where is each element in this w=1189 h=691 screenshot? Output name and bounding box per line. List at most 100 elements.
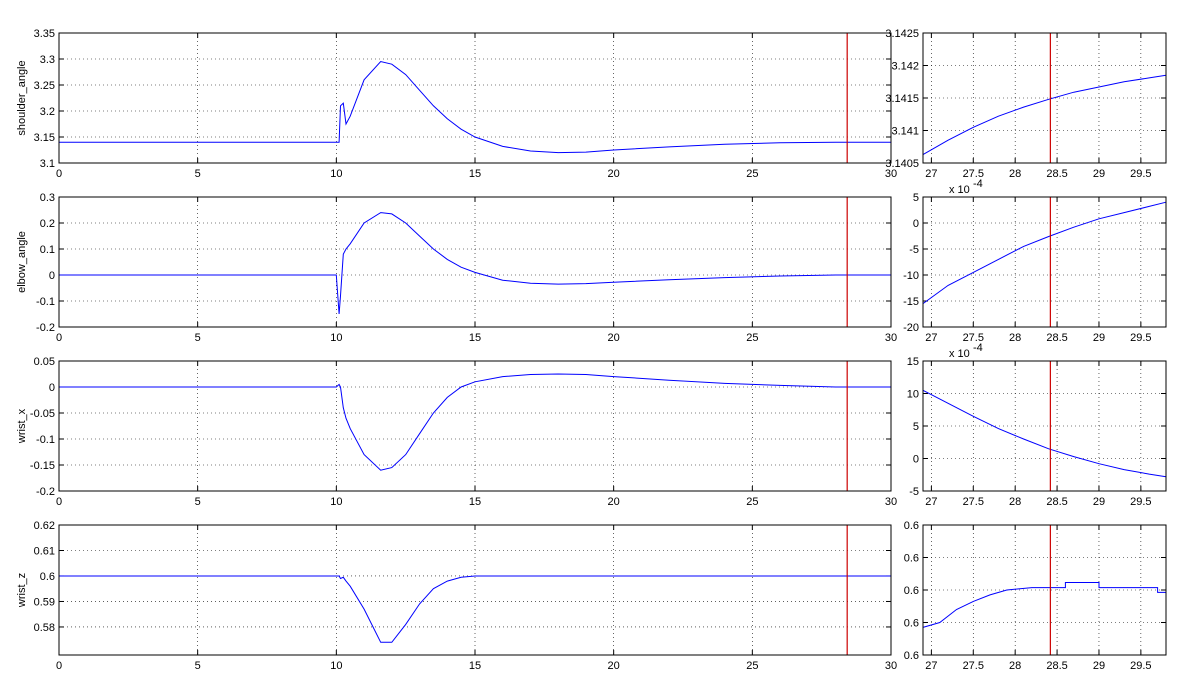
multiplier-exponent: -4 [973, 178, 983, 190]
y-tick-label: 0.1 [40, 244, 55, 256]
x-tick-label: 5 [195, 168, 201, 180]
x-tick-label: 10 [330, 660, 342, 672]
x-tick-label: 5 [195, 332, 201, 344]
x-tick-label: 0 [56, 660, 62, 672]
y-axis-label: elbow_angle [16, 231, 28, 293]
y-tick-label: -5 [909, 244, 919, 256]
y-tick-label: 0 [913, 454, 919, 466]
x-tick-label: 28 [1009, 496, 1021, 508]
plot-area [923, 197, 1166, 327]
data-line [59, 575, 891, 643]
subplot: 3.1 3.15 3.2 3.25 3.3 3.35 0 5 10 15 20 25 30 shoulde… [16, 28, 897, 180]
y-axis-label: shoulder_angle [16, 60, 28, 135]
x-tick-label: 29.5 [1130, 332, 1151, 344]
data-line [59, 373, 891, 471]
x-tick-label: 15 [469, 332, 481, 344]
y-axis-label: wrist_x [16, 408, 28, 444]
y-tick-label: -0.05 [30, 408, 55, 420]
data-line [59, 61, 891, 154]
y-tick-label: 0.6 [904, 650, 919, 662]
y-tick-label: 0 [49, 382, 55, 394]
x-tick-label: 20 [608, 332, 620, 344]
subplot: -5 0 5 10 15 27 27.5 28 28.5 29 29.5 x 10 -4 [907, 342, 1167, 508]
y-tick-label: 0.3 [40, 192, 55, 204]
x-tick-label: 30 [885, 168, 897, 180]
axes-frame [58, 360, 892, 492]
axes-frame [58, 524, 892, 656]
axes-frame [922, 32, 1167, 164]
data-line [922, 201, 1167, 305]
x-tick-label: 28 [1009, 332, 1021, 344]
y-tick-label: 0.58 [34, 622, 55, 634]
data-line [922, 74, 1167, 156]
x-tick-label: 0 [56, 496, 62, 508]
x-tick-label: 29.5 [1130, 496, 1151, 508]
x-tick-label: 25 [746, 496, 758, 508]
x-tick-label: 10 [330, 496, 342, 508]
y-tick-label: 10 [907, 389, 919, 401]
x-tick-label: 30 [885, 496, 897, 508]
y-tick-label: 0.05 [34, 356, 55, 368]
x-tick-label: 15 [469, 660, 481, 672]
y-tick-label: 0.6 [40, 571, 55, 583]
subplot: -0.2 -0.15 -0.1 -0.05 0 0.05 0 5 10 15 20 25 30 wrist… [16, 356, 897, 508]
y-tick-label: -0.15 [30, 460, 55, 472]
y-tick-label: 0.6 [904, 553, 919, 565]
subplot: 3.1405 3.141 3.1415 3.142 3.1425 27 27.5 28 28.5… [885, 28, 1167, 180]
y-tick-label: 3.1425 [885, 28, 919, 40]
x-tick-label: 28 [1009, 660, 1021, 672]
x-tick-label: 28.5 [1046, 332, 1067, 344]
x-tick-label: 15 [469, 496, 481, 508]
x-tick-label: 25 [746, 168, 758, 180]
data-line [59, 212, 891, 315]
x-tick-label: 27 [925, 332, 937, 344]
x-tick-label: 25 [746, 660, 758, 672]
y-tick-label: 0.61 [34, 545, 55, 557]
x-tick-label: 27.5 [963, 660, 984, 672]
y-tick-label: -0.2 [36, 486, 55, 498]
x-tick-label: 27 [925, 496, 937, 508]
y-tick-label: 5 [913, 421, 919, 433]
subplot: -20 -15 -10 -5 0 5 27 27.5 28 28.5 29 29.5 x 10 -4 [903, 178, 1167, 344]
subplot: 0.6 0.6 0.6 0.6 0.6 27 27.5 28 28.5 29 29.5 [904, 520, 1167, 672]
y-tick-label: 0.6 [904, 520, 919, 532]
y-tick-label: -15 [903, 296, 919, 308]
x-tick-label: 20 [608, 660, 620, 672]
y-tick-label: 5 [913, 192, 919, 204]
x-tick-label: 27.5 [963, 496, 984, 508]
y-axis-label: wrist_z [16, 573, 28, 608]
y-tick-label: 15 [907, 356, 919, 368]
x-tick-label: 20 [608, 496, 620, 508]
x-tick-label: 30 [885, 332, 897, 344]
x-tick-label: 27 [925, 660, 937, 672]
x-tick-label: 28.5 [1046, 168, 1067, 180]
x-tick-label: 10 [330, 332, 342, 344]
x-tick-label: 27.5 [963, 332, 984, 344]
data-line [922, 389, 1167, 478]
multiplier: x 10 [949, 348, 970, 360]
y-tick-label: 3.2 [40, 106, 55, 118]
x-tick-label: 0 [56, 168, 62, 180]
x-tick-label: 20 [608, 168, 620, 180]
x-tick-label: 29 [1093, 496, 1105, 508]
y-tick-label: -0.1 [36, 296, 55, 308]
y-tick-label: 0.6 [904, 585, 919, 597]
y-tick-label: 3.3 [40, 54, 55, 66]
y-tick-label: -20 [903, 322, 919, 334]
x-tick-label: 27.5 [963, 168, 984, 180]
x-tick-label: 28 [1009, 168, 1021, 180]
x-tick-label: 0 [56, 332, 62, 344]
x-tick-label: 28.5 [1046, 660, 1067, 672]
y-tick-label: 3.15 [34, 132, 55, 144]
x-tick-label: 15 [469, 168, 481, 180]
y-tick-label: 3.35 [34, 28, 55, 40]
subplot: 0.58 0.59 0.6 0.61 0.62 0 5 10 15 20 25 30 wrist_z [16, 520, 897, 672]
y-tick-label: -5 [909, 486, 919, 498]
y-tick-label: -10 [903, 270, 919, 282]
x-tick-label: 25 [746, 332, 758, 344]
x-tick-label: 27 [925, 168, 937, 180]
x-tick-label: 29 [1093, 332, 1105, 344]
y-tick-label: 0.62 [34, 520, 55, 532]
x-tick-label: 29.5 [1130, 660, 1151, 672]
